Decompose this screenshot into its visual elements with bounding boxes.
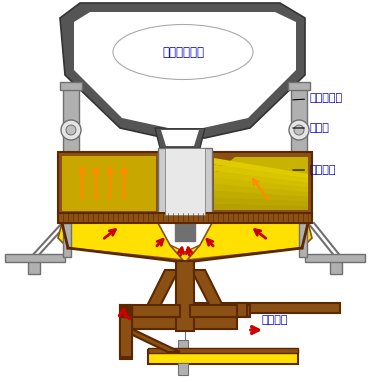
Bar [288,82,310,90]
Polygon shape [120,329,180,352]
Polygon shape [214,171,308,188]
Bar [63,223,71,257]
Polygon shape [214,184,308,196]
Polygon shape [161,130,199,146]
Bar [63,85,79,200]
Polygon shape [214,157,308,210]
Polygon shape [237,303,247,317]
Bar [178,340,188,352]
Bar [62,156,156,211]
Bar [210,152,312,214]
Bar [28,256,40,274]
Polygon shape [58,223,183,260]
Bar [148,348,298,353]
Circle shape [61,120,81,140]
Polygon shape [214,191,308,201]
Polygon shape [214,204,308,210]
Polygon shape [155,128,205,148]
Polygon shape [60,3,305,138]
Bar [132,317,237,329]
Bar [58,152,160,214]
Bar [148,350,298,364]
Bar [175,223,195,241]
Polygon shape [170,245,200,265]
Polygon shape [74,12,296,128]
Text: 卸料机构: 卸料机构 [293,165,336,175]
Bar [120,305,180,317]
Circle shape [289,120,309,140]
Bar [185,303,340,313]
Bar [291,85,307,200]
Text: 石灰石溜槽: 石灰石溜槽 [293,93,343,103]
Bar [330,256,342,274]
Text: 排气管: 排气管 [293,123,330,133]
Bar [299,223,307,257]
Bar [120,305,132,357]
Circle shape [66,125,76,135]
Text: 窑炉排气: 窑炉排气 [262,315,289,325]
Bar [58,213,312,223]
Text: 石灰石给料箱: 石灰石给料箱 [162,45,204,58]
Polygon shape [214,158,308,178]
Polygon shape [214,197,308,206]
Bar [158,148,212,215]
Bar [120,317,132,359]
Polygon shape [214,178,308,192]
Polygon shape [214,165,308,183]
Ellipse shape [113,24,253,79]
Circle shape [294,125,304,135]
Bar [190,305,250,317]
Bar [178,363,188,375]
Bar [120,305,132,317]
Bar [60,82,82,90]
Polygon shape [145,270,176,310]
Bar [176,261,194,331]
Bar [165,148,205,215]
Bar [5,254,65,262]
Polygon shape [194,270,225,310]
Bar [305,254,365,262]
Polygon shape [187,223,312,260]
